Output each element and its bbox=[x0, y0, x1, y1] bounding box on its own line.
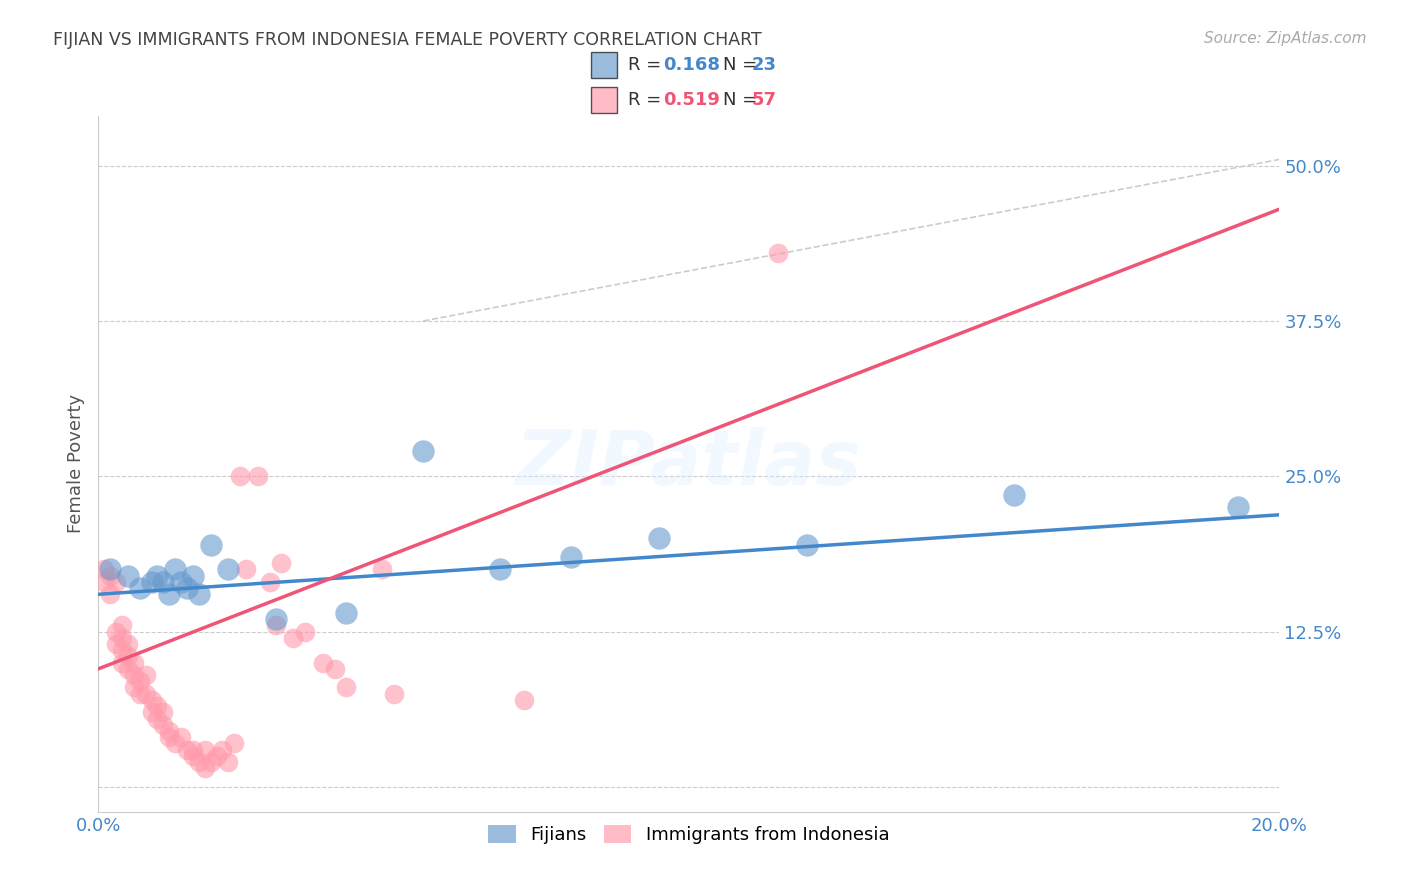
Point bbox=[170, 574, 193, 589]
Point bbox=[176, 742, 198, 756]
Point bbox=[796, 538, 818, 552]
Point bbox=[187, 755, 209, 769]
Point bbox=[117, 662, 139, 676]
Point bbox=[259, 574, 281, 589]
Text: 0.168: 0.168 bbox=[662, 56, 720, 74]
Point bbox=[294, 624, 316, 639]
Point bbox=[323, 662, 346, 676]
Point bbox=[170, 730, 193, 744]
Point bbox=[181, 742, 204, 756]
Point bbox=[176, 581, 198, 595]
Point bbox=[122, 656, 145, 670]
Point bbox=[412, 444, 434, 458]
Point bbox=[111, 631, 134, 645]
Point bbox=[283, 631, 305, 645]
Point bbox=[122, 681, 145, 695]
Point bbox=[117, 637, 139, 651]
Point bbox=[157, 723, 180, 738]
Text: N =: N = bbox=[723, 56, 762, 74]
FancyBboxPatch shape bbox=[592, 52, 617, 78]
Point bbox=[146, 568, 169, 582]
Point bbox=[181, 748, 204, 763]
Text: Source: ZipAtlas.com: Source: ZipAtlas.com bbox=[1204, 31, 1367, 46]
Point bbox=[235, 562, 257, 576]
Point bbox=[128, 687, 150, 701]
Point bbox=[512, 693, 534, 707]
Point bbox=[211, 742, 233, 756]
Point bbox=[246, 469, 269, 483]
Point bbox=[270, 556, 292, 570]
Point bbox=[98, 568, 121, 582]
Point bbox=[135, 668, 157, 682]
Point bbox=[335, 606, 357, 620]
Point bbox=[128, 674, 150, 689]
Point bbox=[111, 643, 134, 657]
Point bbox=[98, 587, 121, 601]
Point bbox=[141, 706, 163, 720]
Text: R =: R = bbox=[627, 56, 666, 74]
Point bbox=[187, 587, 209, 601]
Point bbox=[560, 549, 582, 564]
Point bbox=[165, 736, 187, 750]
Point bbox=[229, 469, 252, 483]
Point bbox=[382, 687, 405, 701]
Point bbox=[128, 581, 150, 595]
Point bbox=[165, 562, 187, 576]
Text: R =: R = bbox=[627, 91, 666, 109]
Point bbox=[1227, 500, 1250, 515]
Point bbox=[146, 699, 169, 714]
Point bbox=[117, 649, 139, 664]
Point bbox=[335, 681, 357, 695]
Point bbox=[146, 712, 169, 726]
Point bbox=[93, 574, 115, 589]
Point bbox=[98, 562, 121, 576]
Point bbox=[111, 656, 134, 670]
Point bbox=[141, 574, 163, 589]
Point bbox=[152, 706, 174, 720]
Point bbox=[157, 730, 180, 744]
Point bbox=[152, 717, 174, 731]
Point bbox=[766, 245, 789, 260]
Point bbox=[111, 618, 134, 632]
FancyBboxPatch shape bbox=[592, 87, 617, 112]
Point bbox=[135, 687, 157, 701]
Point bbox=[141, 693, 163, 707]
Point bbox=[200, 538, 222, 552]
Point bbox=[105, 574, 128, 589]
Point bbox=[224, 736, 246, 750]
Point bbox=[205, 748, 228, 763]
Point bbox=[217, 755, 239, 769]
Point bbox=[1002, 488, 1025, 502]
Point bbox=[264, 612, 287, 626]
Point bbox=[152, 574, 174, 589]
Point bbox=[105, 624, 128, 639]
Point bbox=[648, 532, 671, 546]
Text: 23: 23 bbox=[751, 56, 776, 74]
Legend: Fijians, Immigrants from Indonesia: Fijians, Immigrants from Indonesia bbox=[481, 818, 897, 851]
Point bbox=[217, 562, 239, 576]
Text: ZIPatlas: ZIPatlas bbox=[516, 427, 862, 500]
Point bbox=[489, 562, 512, 576]
Text: FIJIAN VS IMMIGRANTS FROM INDONESIA FEMALE POVERTY CORRELATION CHART: FIJIAN VS IMMIGRANTS FROM INDONESIA FEMA… bbox=[53, 31, 762, 49]
Point bbox=[122, 668, 145, 682]
Point bbox=[194, 761, 217, 775]
Text: 57: 57 bbox=[751, 91, 776, 109]
Point bbox=[181, 568, 204, 582]
Point bbox=[157, 587, 180, 601]
Point bbox=[93, 562, 115, 576]
Point bbox=[200, 755, 222, 769]
Point bbox=[264, 618, 287, 632]
Point bbox=[371, 562, 394, 576]
Text: N =: N = bbox=[723, 91, 762, 109]
Point bbox=[105, 637, 128, 651]
Point bbox=[312, 656, 335, 670]
Text: 0.519: 0.519 bbox=[662, 91, 720, 109]
Point bbox=[117, 568, 139, 582]
Point bbox=[194, 742, 217, 756]
Y-axis label: Female Poverty: Female Poverty bbox=[66, 394, 84, 533]
